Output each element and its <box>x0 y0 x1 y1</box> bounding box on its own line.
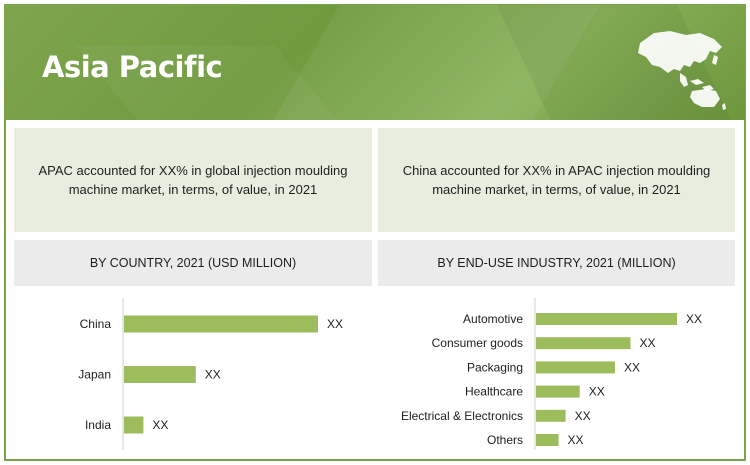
data-label: XX <box>575 409 591 423</box>
bar-japan <box>124 366 196 383</box>
apac-share-panel: APAC accounted for XX% in global injecti… <box>14 128 372 232</box>
data-label: XX <box>624 360 640 374</box>
data-label: XX <box>568 433 584 447</box>
industry-bar-chart: Automotive XX Consumer goods XX Packaging XX H… <box>401 298 702 450</box>
banner-title: Asia Pacific <box>42 50 223 84</box>
data-label: XX <box>327 317 343 331</box>
industry-chart-title: BY END-USE INDUSTRY, 2021 (MILLION) <box>378 240 735 286</box>
category-label: Japan <box>78 368 111 382</box>
region-banner: Asia Pacific <box>5 5 745 120</box>
bar-automotive <box>536 313 677 325</box>
data-label: XX <box>639 336 655 350</box>
category-label: Automotive <box>463 312 523 326</box>
china-share-panel: China accounted for XX% in APAC injectio… <box>378 128 735 232</box>
category-label: India <box>85 418 111 432</box>
country-bar-chart: China XX Japan XX India XX <box>78 298 343 450</box>
category-label: Healthcare <box>465 385 523 399</box>
data-label: XX <box>589 385 605 399</box>
bar-consumer-goods <box>536 337 631 350</box>
country-chart-title: BY COUNTRY, 2021 (USD MILLION) <box>14 240 372 286</box>
category-label: Packaging <box>467 360 523 374</box>
data-label: XX <box>152 418 168 432</box>
data-label: XX <box>205 368 221 382</box>
bar-others <box>536 434 559 446</box>
data-label: XX <box>686 312 702 326</box>
bar-electrical-electronics <box>536 409 566 422</box>
category-label: China <box>80 317 112 331</box>
category-label: Others <box>487 433 523 447</box>
bar-packaging <box>536 361 615 374</box>
bar-india <box>124 416 144 434</box>
bar-healthcare <box>536 385 580 398</box>
asia-pacific-map-icon <box>638 31 726 110</box>
bar-china <box>124 315 318 333</box>
category-label: Electrical & Electronics <box>401 409 523 423</box>
category-label: Consumer goods <box>432 336 523 350</box>
